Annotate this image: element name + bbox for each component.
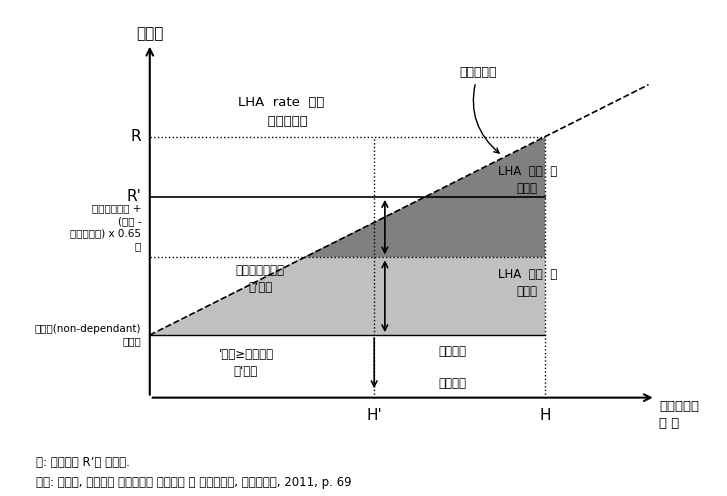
Text: 자기부담: 자기부담 [438,377,467,390]
Text: LHA  rate  또는
   적정임대료: LHA rate 또는 적정임대료 [238,96,325,128]
Text: 주: 임대료가 Rʼ인 경우임.: 주: 임대료가 Rʼ인 경우임. [36,456,130,469]
Polygon shape [150,257,545,335]
Text: 주택서비스
수 준: 주택서비스 수 준 [659,400,699,430]
Text: LHA  또는  주
거급여: LHA 또는 주 거급여 [498,165,557,195]
Text: R: R [131,129,141,144]
Text: 자기부담: 자기부담 [438,345,467,358]
Text: R': R' [126,189,141,204]
Text: 소득＜기준생활
비'이면: 소득＜기준생활 비'이면 [236,264,285,294]
Text: LHA  또는  주
거급여: LHA 또는 주 거급여 [498,268,557,298]
Text: 부양자(non-dependant)
공제액: 부양자(non-dependant) 공제액 [35,324,141,347]
Text: H': H' [366,408,382,424]
Text: '소득≥기준생활
비'이면: '소득≥기준생활 비'이면 [218,348,273,378]
Text: 임대료: 임대료 [136,27,164,42]
Polygon shape [305,136,545,257]
Text: 자료: 박은철, 『서울형 주택바우처 운영개선 및 발전방안』, 서울연구원, 2011, p. 69: 자료: 박은철, 『서울형 주택바우처 운영개선 및 발전방안』, 서울연구원,… [36,476,352,489]
Text: 시장임대료: 시장임대료 [459,66,499,153]
Text: H: H [539,408,551,424]
Text: 부양자공제액 +
(소득 -
기준생활비) x 0.65
비: 부양자공제액 + (소득 - 기준생활비) x 0.65 비 [71,203,141,251]
